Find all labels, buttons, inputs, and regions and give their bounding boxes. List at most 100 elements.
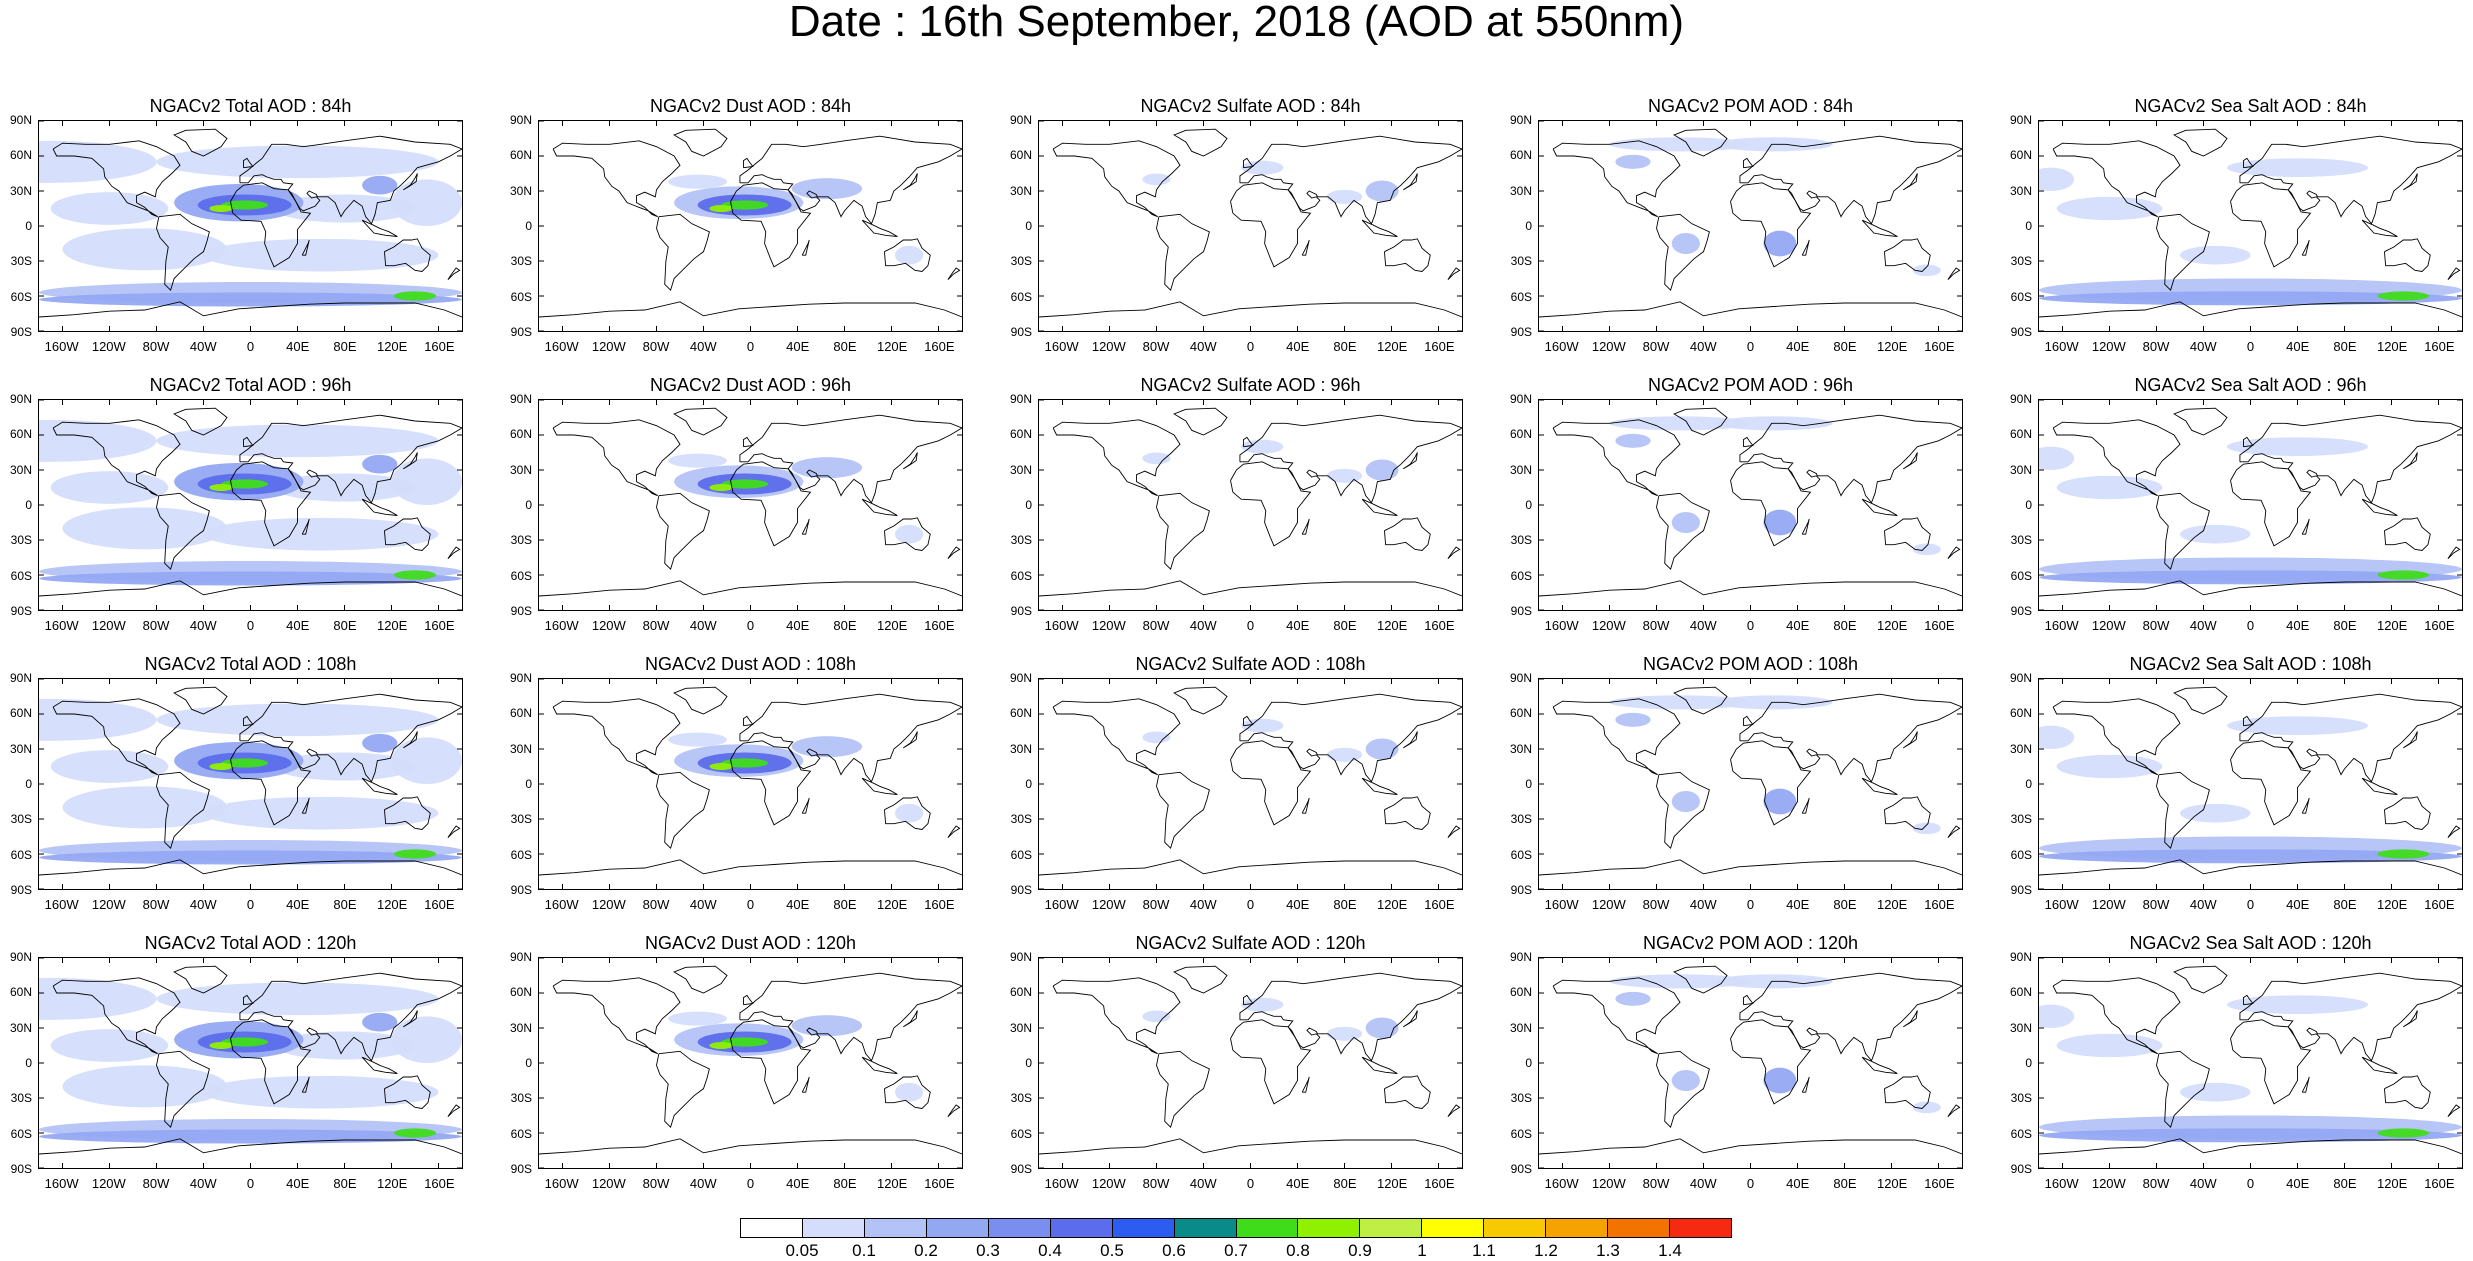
colorbar-label: 0.5 xyxy=(1100,1241,1124,1260)
lon-label: 80W xyxy=(642,897,670,912)
lat-label: 90N xyxy=(509,113,532,127)
africa-coast xyxy=(1230,1019,1312,1105)
south-america-coast xyxy=(156,1050,210,1129)
lat-label: 60N xyxy=(509,706,532,721)
lat-label: 90N xyxy=(2009,671,2032,685)
antarctica-coast xyxy=(2039,580,2462,597)
aerosol-region xyxy=(2056,196,2163,221)
lon-label: 0 xyxy=(746,897,755,912)
new-zealand-coast xyxy=(447,267,461,280)
aerosol-region xyxy=(2039,291,2462,306)
north-america-coast xyxy=(2052,140,2181,218)
aerosol-region xyxy=(393,291,437,301)
panel-title: NGACv2 Dust AOD : 96h xyxy=(649,375,852,395)
lon-label: 40E xyxy=(2286,339,2310,354)
colorbar-swatch xyxy=(1484,1219,1547,1237)
uk-coast xyxy=(743,436,754,448)
aerosol-region xyxy=(1671,1070,1700,1091)
lat-label: 60S xyxy=(2010,568,2032,583)
lat-label: 60S xyxy=(1510,289,1532,304)
lat-label: 90N xyxy=(1009,950,1032,964)
lat-label: 90N xyxy=(1509,113,1532,127)
eurasia-coast xyxy=(1239,972,1462,1062)
lon-label: 80W xyxy=(2142,339,2170,354)
australia-coast xyxy=(384,1075,431,1109)
aerosol-region xyxy=(2039,1004,2075,1028)
lat-label: 60N xyxy=(2009,985,2032,1000)
uk-coast xyxy=(1743,436,1754,448)
colorbar-swatch xyxy=(1360,1219,1423,1237)
lon-label: 80W xyxy=(1642,897,1670,912)
lat-label: 90S xyxy=(510,883,532,897)
lon-label: 80E xyxy=(1833,1176,1857,1191)
lon-label: 40E xyxy=(786,339,810,354)
lat-label: 60S xyxy=(1010,847,1032,862)
map-panel xyxy=(38,957,463,1169)
new-zealand-coast xyxy=(1447,1104,1461,1117)
north-america-coast xyxy=(52,977,181,1055)
lat-label: 0 xyxy=(25,1056,32,1070)
lon-label: 160E xyxy=(1924,1176,1955,1191)
africa-coast xyxy=(1730,1019,1812,1105)
aerosol-region xyxy=(1671,233,1700,254)
aerosol-region xyxy=(2180,803,2251,823)
lat-label: 30N xyxy=(1509,741,1532,756)
colorbar-swatch xyxy=(1174,1219,1237,1237)
aerosol-region xyxy=(362,454,398,474)
antarctica-coast xyxy=(539,301,962,318)
lon-label: 160E xyxy=(1424,618,1455,633)
aerosol-region xyxy=(209,205,233,212)
aerosol-region xyxy=(721,200,769,210)
eurasia-coast xyxy=(2239,972,2462,1062)
lat-label: 60S xyxy=(10,847,32,862)
madagascar-coast xyxy=(1801,239,1810,256)
indonesia-coast xyxy=(1361,777,1398,795)
lon-label: 120W xyxy=(1591,1176,1626,1191)
japan-coast xyxy=(2403,452,2418,470)
lon-label: 120E xyxy=(2376,339,2408,354)
lon-label: 160W xyxy=(544,1176,579,1191)
lon-label: 40E xyxy=(1786,897,1810,912)
aerosol-region xyxy=(156,424,439,458)
aerosol-region xyxy=(393,570,437,580)
eurasia-coast xyxy=(739,972,962,1062)
lon-label: 40E xyxy=(2286,618,2310,633)
lat-label: 30S xyxy=(1510,254,1532,269)
aerosol-region xyxy=(391,458,462,505)
map-panel xyxy=(38,678,463,890)
colorbar xyxy=(740,1218,1732,1238)
lon-label: 40W xyxy=(689,339,717,354)
aerosol-region xyxy=(391,1016,462,1063)
aerosol-region xyxy=(721,1037,769,1047)
lon-label: 40E xyxy=(286,1176,310,1191)
lon-label: 40E xyxy=(286,339,310,354)
new-zealand-coast xyxy=(447,546,461,559)
aerosol-region xyxy=(668,1011,727,1026)
aerosol-region xyxy=(156,982,439,1016)
map-panel xyxy=(538,399,963,611)
new-zealand-coast xyxy=(1947,546,1961,559)
lat-label: 60N xyxy=(1509,148,1532,163)
lat-label: 60S xyxy=(10,1126,32,1141)
new-zealand-coast xyxy=(1947,267,1961,280)
lon-label: 80W xyxy=(1642,339,1670,354)
north-america-coast xyxy=(2052,977,2181,1055)
lat-label: 90S xyxy=(10,325,32,339)
eurasia-coast xyxy=(2239,693,2462,783)
lon-label: 40E xyxy=(1286,339,1310,354)
antarctica-coast xyxy=(2039,859,2462,876)
lon-label: 160E xyxy=(1424,897,1455,912)
lat-label: 0 xyxy=(25,219,32,233)
eurasia-coast xyxy=(2239,414,2462,504)
lat-label: 60N xyxy=(2009,706,2032,721)
lon-label: 80E xyxy=(2333,1176,2357,1191)
colorbar-swatch xyxy=(1050,1219,1113,1237)
lat-label: 90S xyxy=(510,325,532,339)
aerosol-region xyxy=(391,737,462,784)
aerosol-region xyxy=(62,228,228,271)
aerosol-region xyxy=(362,1012,398,1032)
australia-coast xyxy=(384,238,431,272)
australia-coast xyxy=(384,796,431,830)
eurasia-coast xyxy=(1239,693,1462,783)
uk-coast xyxy=(2243,436,2254,448)
